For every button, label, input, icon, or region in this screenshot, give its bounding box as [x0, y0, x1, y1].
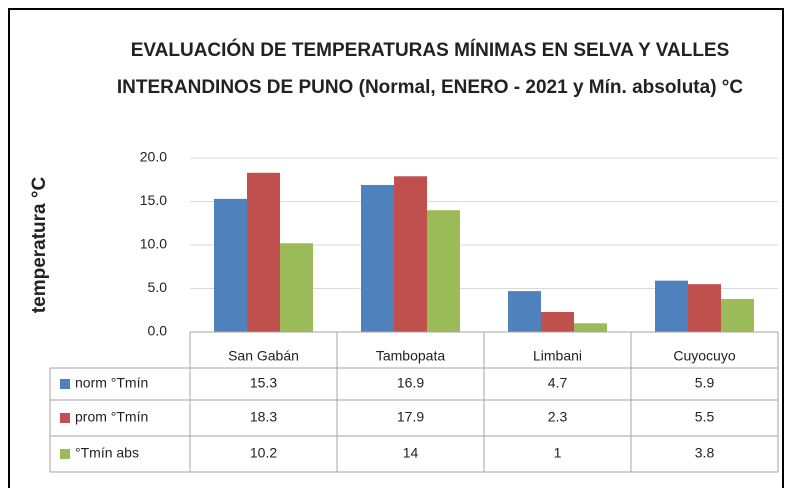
x-tick-label: Cuyocuyo — [673, 348, 735, 364]
bar — [214, 198, 247, 332]
table-value: 1 — [554, 445, 562, 461]
table-value: 5.5 — [695, 409, 715, 425]
table-value: 15.3 — [250, 375, 277, 391]
table-value: 4.7 — [548, 375, 568, 391]
y-tick-label: 10.0 — [140, 236, 167, 252]
page: {"chart_data": {"type": "bar", "title": … — [8, 8, 784, 488]
bar — [655, 280, 688, 332]
table-value: 2.3 — [548, 409, 568, 425]
bar — [247, 172, 280, 332]
legend-swatch — [60, 413, 70, 423]
bar — [427, 210, 460, 332]
bar — [361, 184, 394, 332]
bar — [688, 284, 721, 332]
y-tick-label: 5.0 — [148, 279, 168, 295]
bar — [508, 291, 541, 332]
y-axis-label: temperatura °C — [29, 177, 50, 314]
y-tick-label: 15.0 — [140, 192, 167, 208]
x-tick-label: Tambopata — [376, 348, 445, 364]
x-tick-label: Limbani — [533, 348, 582, 364]
y-tick-label: 20.0 — [140, 149, 167, 165]
table-value: 16.9 — [397, 375, 424, 391]
legend-label: norm °Tmín — [75, 375, 148, 391]
table-value: 3.8 — [695, 445, 715, 461]
bar — [280, 243, 313, 332]
legend-label: °Tmín abs — [75, 445, 139, 461]
table-value: 10.2 — [250, 445, 277, 461]
legend-swatch — [60, 379, 70, 389]
bar — [574, 323, 607, 332]
chart: temperatura °C 0.0 5.0 10.0 15.0 20.0 San Gab… — [29, 149, 779, 473]
bar — [721, 298, 754, 332]
y-tick-label: 0.0 — [148, 323, 168, 339]
table-value: 17.9 — [397, 409, 424, 425]
table-value: 18.3 — [250, 409, 277, 425]
table-value: 5.9 — [695, 375, 715, 391]
chart-frame — [8, 8, 784, 488]
chart-title: EVALUACIÓN DE TEMPERATURAS MÍNIMAS EN SE… — [116, 40, 744, 98]
bar — [394, 176, 427, 332]
legend-swatch — [60, 449, 70, 459]
legend-label: prom °Tmín — [75, 409, 148, 425]
table-value: 14 — [403, 445, 419, 461]
bar — [541, 311, 574, 332]
x-tick-label: San Gabán — [228, 348, 299, 364]
